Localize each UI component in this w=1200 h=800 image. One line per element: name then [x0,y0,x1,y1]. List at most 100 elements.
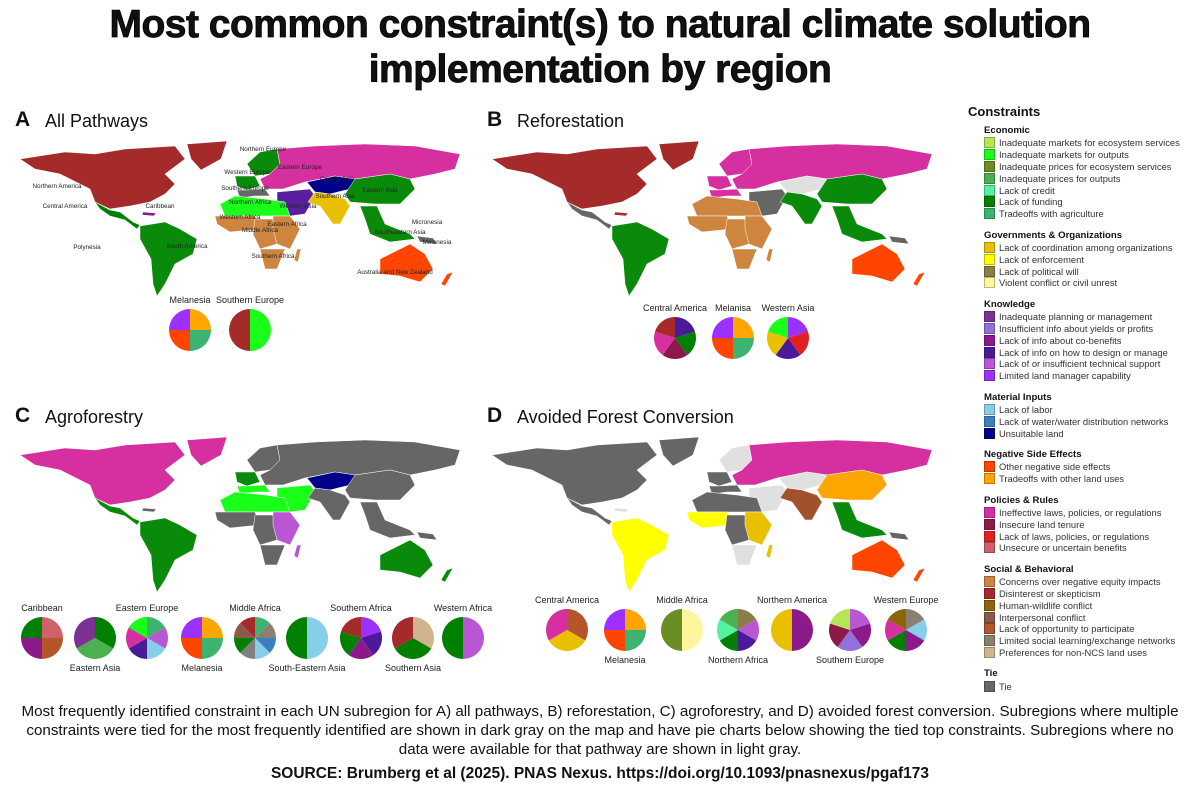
pie-label: Central America [534,595,600,605]
legend-label: Preferences for non-NCS land uses [999,646,1147,658]
legend-swatch [984,137,995,149]
legend-item: Lack of coordination among organizations [984,241,1198,254]
legend-label: Insecure land tenure [999,518,1085,530]
legend-item: Interpersonal conflict [984,611,1198,623]
region-eastern-asia [816,173,888,205]
pie-slice [792,609,813,651]
legend-swatch [984,346,995,358]
region-eastern-europe [259,143,461,190]
legend-label: Lack of info on how to design or manage [999,346,1168,358]
pie-slice [341,617,361,638]
source-citation: SOURCE: Brumberg et al (2025). PNAS Nexu… [270,765,930,782]
pie-label: Eastern Asia [69,663,121,673]
pie-slice [675,331,696,355]
legend-swatch [984,208,995,220]
legend-label: Lack of water/water distribution network… [999,415,1169,427]
pie-chart-southern-asia [392,617,434,659]
legend-group-governments-organizations: Governments & Organizations Lack of coord… [984,230,1198,289]
region-eastern-europe [259,439,461,486]
legend-group-social-behavioral: Social & Behavioral Concerns over negativ… [984,564,1198,659]
pie-slice [738,619,759,641]
pie-slice [181,617,202,638]
pie-label: Southern Asia [384,663,442,673]
legend-label: Disinterest or skepticism [999,587,1101,599]
legend-item: Lack of info about co-benefits [984,334,1198,346]
pie-label: Northern Africa [707,655,769,665]
legend-label: Tradeoffs with other land uses [999,473,1125,485]
region-caribbean [141,211,157,217]
map-label: Central America [43,203,88,210]
legend-item: Lack of credit [984,184,1198,196]
map-label: Micronesia [412,219,443,226]
legend-label: Unsuitable land [999,427,1064,439]
legend-group-title: Economic [984,125,1030,136]
pie-slice [885,619,906,641]
legend-group-title: Knowledge [984,298,1036,310]
legend-item: Other negative side effects [984,461,1198,473]
pie-slice [775,338,801,359]
pie-label: Southern Europe [215,295,285,305]
region-northern-america [491,441,658,506]
pie-slice [234,638,255,653]
legend-item: Unsecure or uncertain benefits [984,542,1198,554]
pie-label: Melanesia [604,655,646,665]
map-label: Australia and New Zealand [357,269,433,276]
legend-item: Tradeoffs with agriculture [984,208,1198,220]
region-new-zealand [440,271,454,287]
legend-item: Violent conflict or civil unrest [984,277,1198,289]
region-south-america [611,221,670,297]
legend-label: Lack of or insufficient technical suppor… [999,358,1161,370]
pie-chart-middle-africa [661,609,703,651]
legend-label: Lack of coordination among organizations [999,241,1173,253]
region-melanesia [888,531,910,541]
legend-item: Human-wildlife conflict [984,599,1198,611]
panel-avoided-forest-conversion: D Avoided Forest Conversion Central Amer… [487,404,957,699]
legend-item: Lack of info on how to design or manage [984,346,1198,358]
region-australia [379,243,434,283]
legend-group-title: Material Inputs [984,391,1052,403]
legend-swatch [984,277,995,289]
legend-label: Lack of info about co-benefits [999,334,1122,346]
region-southern-africa [259,544,286,566]
legend-swatch [984,160,995,172]
pie-slice [361,617,381,638]
pie-label: Melanisa [714,303,752,313]
region-australia [851,539,906,579]
pie-slice [128,638,147,659]
legend-group-title: Tie [984,668,998,680]
panel-title: Reforestation [517,111,625,131]
pie-chart-western-europe [885,609,927,651]
legend-swatch [984,599,995,611]
legend-label: Inadequate planning or management [999,311,1153,323]
region-new-zealand [912,271,926,287]
legend-item: Lack of political will [984,265,1198,277]
pie-slice [712,317,733,338]
region-western-europe [234,175,261,191]
legend-item: Unsuitable land [984,427,1198,439]
pie-chart-melanesia [604,609,646,651]
region-australia [379,539,434,579]
pie-chart-northern-america [771,609,813,651]
legend-label: Inadequate prices for ecosystem services [999,160,1172,172]
pie-slice [240,617,255,638]
pie-chart-south-eastern-asia [286,617,328,659]
pie-chart-melanisa [712,317,754,359]
pie-chart-southern-europe [829,609,871,651]
pie-slice [738,609,757,630]
legend-swatch [984,403,995,415]
legend: Constraints Economic Inadequate markets f… [968,104,1198,702]
pie-label: South-Eastern Asia [268,663,346,673]
legend-swatch [984,506,995,518]
figure-title: Most common constraint(s) to natural cli… [109,3,1091,92]
region-middle-africa [252,514,278,546]
region-western-africa [686,215,733,233]
region-melanesia [416,235,438,245]
legend-item: Lack of funding [984,196,1198,208]
legend-group-material-inputs: Material Inputs Lack of labor Lack of wate… [984,392,1198,439]
pie-label: Western Europe [873,595,939,605]
legend-group-tie: Tie Tie [984,668,1198,692]
pie-slice [255,617,270,638]
region-melanesia [416,531,438,541]
legend-swatch [984,530,995,542]
pie-slice [286,617,307,659]
